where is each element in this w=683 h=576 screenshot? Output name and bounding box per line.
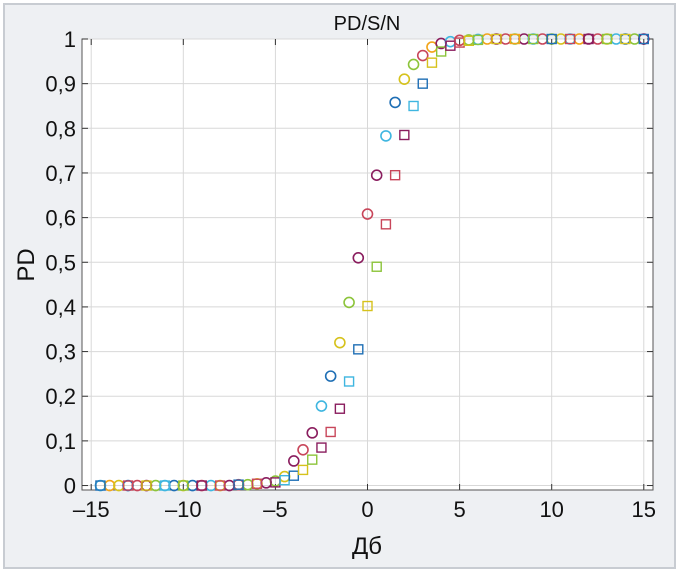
- square-marker: [353, 344, 364, 355]
- circle-marker: [370, 169, 383, 181]
- square-marker: [307, 454, 318, 465]
- circle-marker: [361, 208, 374, 220]
- square-marker: [251, 478, 263, 489]
- y-tick-label: 0,2: [45, 384, 76, 409]
- circle-marker: [306, 427, 319, 439]
- x-tick-label: –15: [73, 497, 110, 522]
- y-tick-label: 0,1: [45, 429, 76, 454]
- y-tick-label: 0,8: [45, 116, 76, 141]
- y-tick-label: 1: [64, 27, 76, 52]
- square-marker: [196, 480, 207, 491]
- square-marker: [564, 33, 576, 45]
- y-tick-label: 0,3: [45, 340, 76, 365]
- circle-marker: [315, 400, 328, 412]
- x-axis-title: Дб: [352, 533, 382, 560]
- square-marker: [334, 403, 346, 414]
- circle-marker: [297, 444, 309, 456]
- square-marker: [399, 129, 410, 141]
- square-marker: [95, 480, 106, 491]
- circle-marker: [324, 370, 337, 382]
- square-marker: [417, 78, 428, 89]
- y-tick-label: 0,9: [45, 72, 76, 97]
- circle-marker: [380, 130, 392, 142]
- circle-marker: [389, 96, 401, 109]
- square-marker: [620, 33, 631, 45]
- x-tick-label: 15: [632, 497, 656, 522]
- square-marker: [233, 479, 244, 490]
- chart-title: PD/S/N: [334, 13, 401, 35]
- circle-marker: [343, 296, 355, 309]
- square-marker: [362, 300, 373, 312]
- x-tick-label: 5: [453, 497, 465, 522]
- y-tick-label: 0,5: [45, 250, 76, 275]
- square-marker: [297, 464, 309, 476]
- square-marker: [159, 480, 171, 491]
- square-marker: [316, 442, 327, 453]
- grid-lines: [82, 38, 653, 490]
- square-marker: [178, 480, 189, 491]
- square-marker: [408, 100, 419, 112]
- square-marker: [546, 33, 557, 45]
- square-marker: [509, 33, 521, 45]
- data-markers: [94, 33, 650, 492]
- y-tick-label: 0,4: [45, 295, 76, 320]
- square-marker: [343, 376, 355, 387]
- y-tick-label: 0,6: [45, 206, 76, 231]
- x-tick-label: 0: [361, 497, 373, 522]
- tick-labels: –15 –10 –5 0 5 10 15 0 0,1 0,2 0,3 0,4 0,5 0,6 0,7 0,8 0…: [45, 27, 656, 522]
- square-marker: [122, 480, 134, 491]
- square-marker: [371, 261, 382, 272]
- square-marker: [528, 33, 539, 45]
- circle-marker: [334, 336, 346, 349]
- square-marker: [491, 33, 502, 45]
- square-marker: [638, 33, 649, 45]
- square-marker: [435, 46, 447, 57]
- square-marker: [389, 169, 401, 181]
- x-tick-label: –10: [165, 497, 202, 522]
- square-marker: [325, 426, 336, 438]
- x-tick-label: –5: [263, 497, 287, 522]
- y-tick-label: 0,7: [45, 161, 76, 186]
- square-marker: [214, 480, 226, 491]
- square-marker: [141, 480, 152, 491]
- circle-marker: [416, 49, 429, 62]
- circle-marker: [407, 58, 420, 71]
- circle-marker: [398, 73, 411, 85]
- square-marker: [472, 34, 484, 46]
- y-axis-title: PD: [13, 248, 40, 281]
- y-tick-label: 0: [64, 474, 76, 499]
- square-marker: [380, 219, 392, 230]
- square-marker: [288, 470, 300, 481]
- square-marker: [601, 33, 613, 45]
- square-marker: [583, 33, 594, 45]
- circle-marker: [288, 455, 300, 467]
- axis-ticks: [82, 38, 653, 490]
- circle-marker: [352, 252, 365, 264]
- x-tick-label: 10: [539, 497, 563, 522]
- square-marker: [426, 57, 438, 68]
